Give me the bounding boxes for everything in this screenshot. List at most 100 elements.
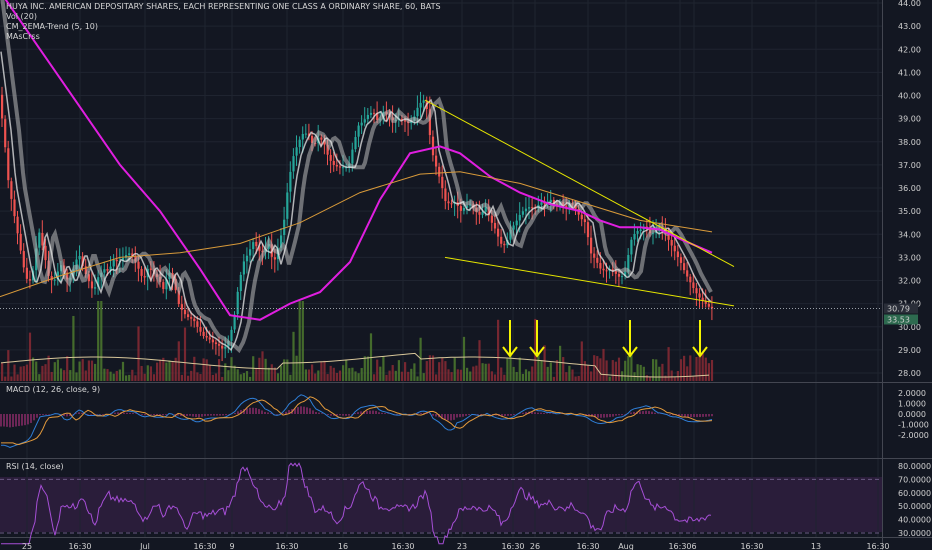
time-tick-label: 26 [530, 542, 540, 550]
volume-bar [125, 375, 128, 381]
volume-bar [441, 357, 444, 381]
annotation-arrow-head [692, 346, 708, 358]
volume-bar [81, 359, 84, 381]
price-tick-label: 33.00 [898, 253, 921, 262]
volume-bar [425, 361, 428, 381]
volume-bar [109, 371, 112, 381]
rsi-tick-label: 60.0000 [898, 489, 931, 498]
volume-bar [348, 368, 351, 381]
time-axis[interactable]: 25 16:30 Jul 16:30 9 16:30 16 16:30 23 16:30 26 16:… [22, 542, 890, 550]
candle-body [555, 204, 559, 206]
candle-body [41, 232, 44, 246]
volume-bar [695, 356, 698, 381]
volume-bar [47, 355, 50, 381]
volume-bar [639, 364, 642, 381]
candle-body [84, 266, 87, 275]
candle-body [236, 291, 239, 314]
candle-body [518, 214, 521, 221]
candle-body [676, 251, 679, 258]
candle-body [357, 125, 360, 137]
mascrss-legend[interactable]: MAsCrss [6, 32, 40, 41]
volume-bar [689, 355, 692, 381]
volume-bar [357, 373, 360, 381]
price-tick-label: 38.00 [898, 138, 921, 147]
candle-body [590, 237, 593, 254]
candle-body [524, 208, 528, 212]
volume-bar [580, 341, 583, 381]
ema-trend-legend[interactable]: CM_2EMA-Trend (5, 10) [6, 22, 99, 31]
volume-bar [509, 353, 512, 381]
volume-bar [661, 363, 664, 381]
candle-body [670, 239, 673, 246]
volume-bar [25, 364, 28, 381]
volume-bar [171, 361, 174, 381]
volume-bar [404, 362, 407, 381]
volume-bar [289, 374, 292, 381]
volume-bar [484, 363, 487, 381]
volume-bar [537, 353, 540, 381]
volume-bar [459, 369, 462, 381]
volume-bar [335, 372, 338, 381]
candle-body [190, 317, 193, 319]
volume-bar [208, 365, 211, 381]
candle-body [128, 253, 131, 255]
volume-bar [159, 359, 162, 381]
rsi-tick-label: 70.0000 [898, 475, 931, 484]
volume-bar [168, 360, 171, 381]
candle-body [298, 139, 301, 148]
volume-bar [435, 374, 438, 381]
rsi-tick-label: 30.0000 [898, 529, 931, 538]
volume-bar [397, 360, 400, 381]
candle-body [689, 276, 692, 283]
candle-body [1, 94, 4, 119]
volume-bar [261, 351, 264, 381]
volume-bar [562, 357, 565, 381]
macd-legend[interactable]: MACD (12, 26, close, 9) [6, 385, 101, 394]
candle-body [493, 222, 497, 229]
candle-body [621, 276, 624, 278]
volume-bar [481, 363, 484, 381]
candle-body [686, 270, 689, 277]
volume-bar [385, 374, 388, 381]
volume-bar [323, 360, 326, 381]
volume-bar [13, 364, 16, 381]
volume-bar [469, 371, 472, 381]
volume-bar [559, 345, 562, 381]
volume-bar [32, 357, 35, 381]
price-badges: 30.79 33.53 [884, 303, 918, 325]
rsi-legend[interactable]: RSI (14, close) [6, 462, 64, 471]
volume-bar [456, 369, 459, 381]
candle-body [611, 269, 614, 271]
volume-bar [267, 367, 270, 381]
volume-bar [565, 372, 568, 381]
candle-body [366, 114, 369, 120]
volume-bar [35, 361, 38, 381]
candle-body [242, 261, 245, 275]
candle-body [679, 257, 683, 263]
price-tick-label: 43.00 [898, 22, 921, 31]
time-tick-label: 25 [22, 542, 32, 550]
candle-body [583, 219, 586, 223]
candle-body [351, 149, 354, 164]
candle-body [218, 344, 221, 346]
volume-bar [63, 370, 66, 381]
volume-bar [366, 356, 369, 381]
volume-bar [187, 375, 190, 381]
volume-bar [382, 356, 385, 381]
candle-body [239, 274, 242, 292]
candle-body [177, 290, 180, 304]
candle-body [180, 304, 183, 310]
candle-body [335, 165, 338, 167]
volume-bar [19, 366, 22, 381]
volume-bar [577, 375, 580, 381]
candle-body [599, 263, 602, 269]
volume-bar [655, 359, 658, 381]
volume-legend[interactable]: Vol (20) [6, 12, 37, 21]
candle-body [360, 122, 363, 126]
candle-body [183, 309, 187, 315]
price-tick-label: 28.00 [898, 369, 921, 378]
volume-bar [152, 374, 156, 381]
volume-bar [642, 366, 645, 381]
